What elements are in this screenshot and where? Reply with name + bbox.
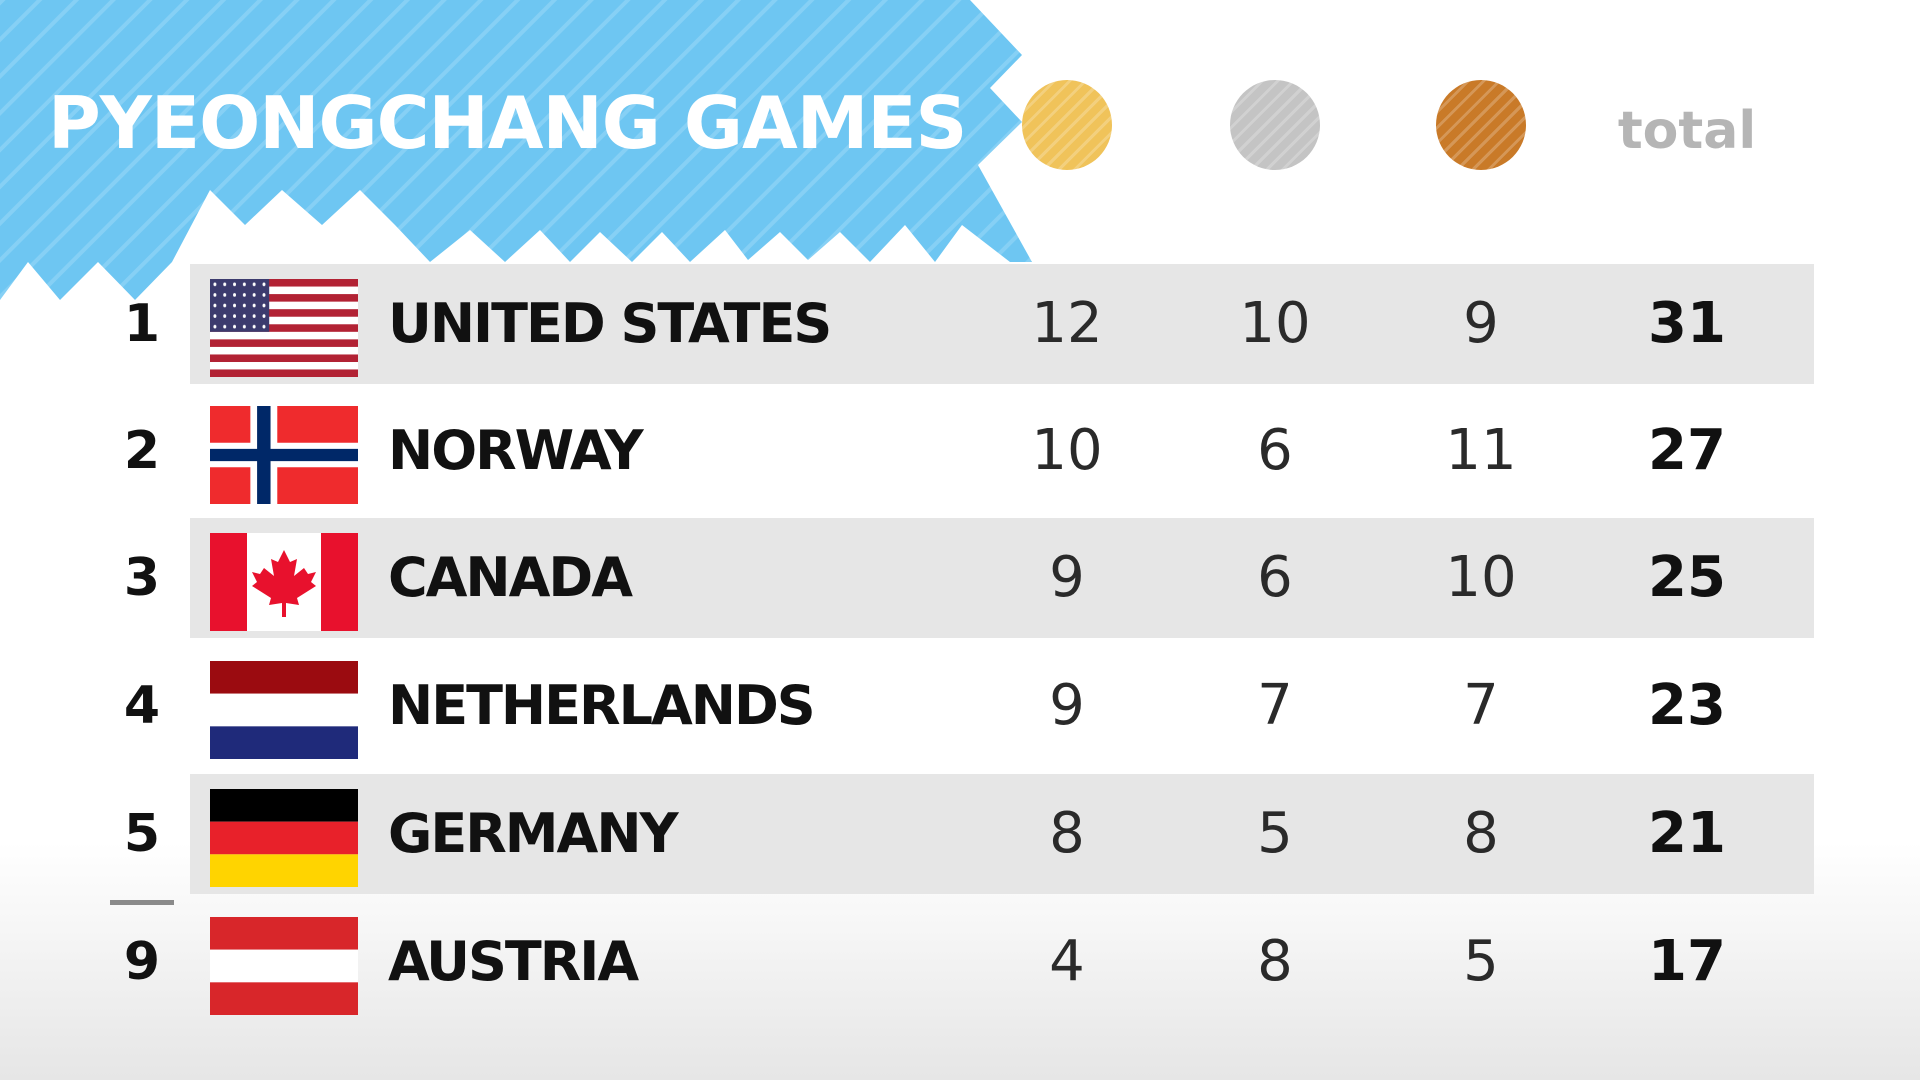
silver-count: 6 <box>1257 545 1293 610</box>
total-count: 17 <box>1648 929 1726 994</box>
table-row: 1 UNITED STATES 12 10 9 31 <box>0 264 1920 384</box>
total-count: 25 <box>1648 545 1726 610</box>
table-row: 9 AUSTRIA 4 8 5 17 <box>0 902 1920 1022</box>
total-column-header: total <box>1617 101 1757 161</box>
gold-count: 10 <box>1031 418 1103 483</box>
bronze-count: 7 <box>1463 673 1499 738</box>
bronze-medal-icon <box>1436 80 1526 170</box>
gold-count: 9 <box>1049 673 1085 738</box>
row-stripe <box>190 264 1814 384</box>
table-row: 3 CANADA 9 6 10 25 <box>0 518 1920 638</box>
austria-flag-icon <box>210 917 358 1015</box>
bronze-count: 8 <box>1463 801 1499 866</box>
table-row: 4 NETHERLANDS 9 7 7 23 <box>0 646 1920 766</box>
silver-medal-icon <box>1230 80 1320 170</box>
gold-count: 12 <box>1031 291 1103 356</box>
gold-medal-icon <box>1022 80 1112 170</box>
country-name: CANADA <box>388 546 633 609</box>
country-name: UNITED STATES <box>388 292 832 355</box>
silver-count: 8 <box>1257 929 1293 994</box>
row-stripe <box>190 518 1814 638</box>
gold-count: 4 <box>1049 929 1085 994</box>
country-name: NETHERLANDS <box>388 674 816 737</box>
page-title: PYEONGCHANG GAMES <box>48 81 967 165</box>
canada-flag-icon <box>210 533 358 631</box>
usa-flag-icon <box>210 279 358 377</box>
norway-flag-icon <box>210 406 358 504</box>
table-row: 2 NORWAY 10 6 11 27 <box>0 391 1920 511</box>
rank-number: 1 <box>123 294 161 354</box>
total-count: 21 <box>1648 801 1726 866</box>
rank-gap-divider <box>110 900 174 905</box>
silver-count: 10 <box>1239 291 1311 356</box>
country-name: NORWAY <box>388 419 644 482</box>
gold-count: 8 <box>1049 801 1085 866</box>
netherlands-flag-icon <box>210 661 358 759</box>
bronze-count: 5 <box>1463 929 1499 994</box>
bronze-count: 11 <box>1445 418 1517 483</box>
bronze-count: 10 <box>1445 545 1517 610</box>
silver-count: 6 <box>1257 418 1293 483</box>
row-stripe <box>190 774 1814 894</box>
rank-number: 3 <box>123 548 161 608</box>
gold-count: 9 <box>1049 545 1085 610</box>
country-name: AUSTRIA <box>388 930 639 993</box>
title-banner <box>0 0 1032 300</box>
rank-number: 5 <box>123 804 161 864</box>
bronze-count: 9 <box>1463 291 1499 356</box>
country-name: GERMANY <box>388 802 679 865</box>
rank-number: 9 <box>123 932 161 992</box>
silver-count: 5 <box>1257 801 1293 866</box>
total-count: 27 <box>1648 418 1726 483</box>
silver-count: 7 <box>1257 673 1293 738</box>
total-count: 23 <box>1648 673 1726 738</box>
rank-number: 2 <box>123 421 161 481</box>
rank-number: 4 <box>123 676 161 736</box>
total-count: 31 <box>1648 291 1726 356</box>
table-row: 5 GERMANY 8 5 8 21 <box>0 774 1920 894</box>
germany-flag-icon <box>210 789 358 887</box>
